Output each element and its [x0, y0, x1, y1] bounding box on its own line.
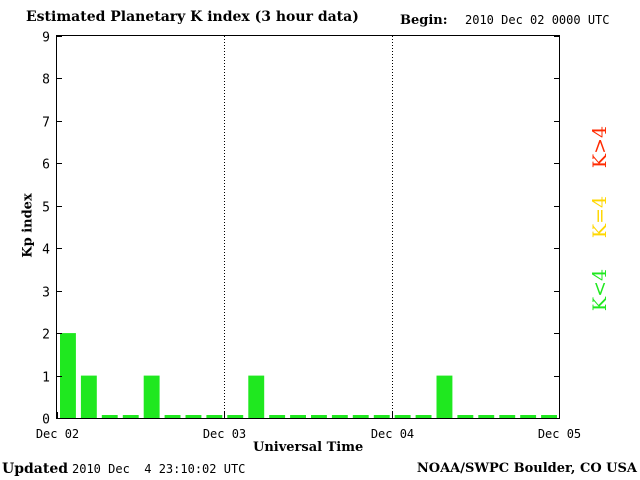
day-gridlines [224, 36, 393, 418]
y-tick-label: 1 [42, 371, 50, 386]
begin-label: Begin: [400, 13, 448, 28]
y-tick-label: 5 [42, 201, 50, 216]
kp-bar [60, 333, 76, 418]
x-axis-label: Universal Time [253, 440, 364, 455]
x-axis: Dec 02 Dec 03 Dec 04 Dec 05 [36, 412, 581, 441]
kp-bar [373, 415, 390, 418]
y-tick-label: 7 [42, 116, 50, 131]
kp-bar [143, 375, 160, 418]
legend-high-label: K>4 [589, 125, 611, 169]
y-tick-label: 0 [42, 413, 50, 428]
kp-bar [541, 415, 557, 418]
updated-label: Updated [2, 461, 69, 477]
kp-bar [80, 375, 97, 418]
kp-bar [520, 415, 537, 418]
y-tick-label: 2 [42, 328, 50, 343]
y-tick-label: 4 [42, 243, 50, 258]
y-tick-label: 3 [42, 286, 50, 301]
kp-bar [478, 415, 495, 418]
updated-value: 2010 Dec 4 23:10:02 UTC [72, 462, 246, 476]
kp-bar [394, 415, 411, 418]
kp-bar [164, 415, 181, 418]
x-tick-label: Dec 05 [538, 427, 581, 441]
kp-bar [185, 415, 202, 418]
y-tick-label: 8 [42, 73, 50, 88]
kp-bar [331, 415, 348, 418]
x-tick-label: Dec 03 [203, 427, 246, 441]
kp-bar [457, 415, 474, 418]
begin-value: 2010 Dec 02 0000 UTC [465, 13, 610, 27]
y-tick-label: 9 [42, 31, 50, 46]
kp-bar [352, 415, 369, 418]
kp-bar [499, 415, 516, 418]
kp-bar [101, 415, 118, 418]
kp-bar [206, 415, 223, 418]
chart-title: Estimated Planetary K index (3 hour data… [26, 9, 359, 25]
x-tick-label: Dec 02 [36, 427, 79, 441]
kp-bar [122, 415, 139, 418]
y-axis-label: Kp index [20, 193, 36, 258]
kp-bar [436, 375, 453, 418]
x-tick-label: Dec 04 [371, 427, 414, 441]
plot-frame [56, 35, 560, 419]
kp-bar [248, 375, 265, 418]
kp-bar [311, 415, 327, 418]
kp-bar [290, 415, 306, 418]
kp-bar [415, 415, 432, 418]
source-credit: NOAA/SWPC Boulder, CO USA [416, 461, 637, 476]
legend-low-label: K<4 [589, 268, 611, 312]
kp-bar [227, 415, 244, 418]
bars-group [60, 333, 557, 418]
kp-bar [269, 415, 286, 418]
y-tick-label: 6 [42, 158, 50, 173]
legend-mid-label: K=4 [589, 195, 611, 239]
y-axis: 0 1 2 3 4 5 6 7 8 9 [42, 31, 559, 428]
